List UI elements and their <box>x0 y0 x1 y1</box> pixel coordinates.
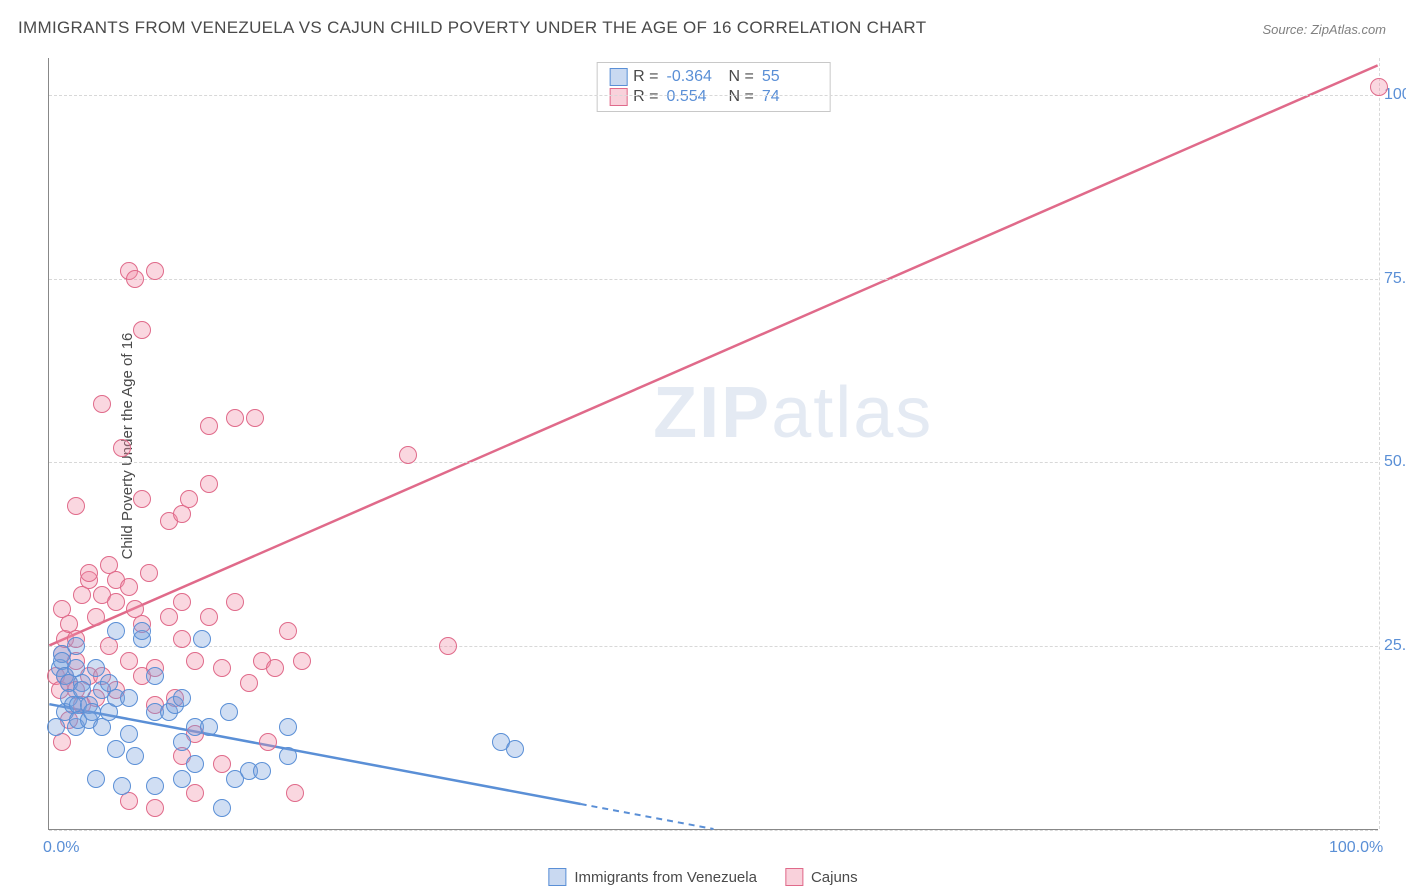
scatter-point-blue <box>107 740 125 758</box>
scatter-point-pink <box>146 262 164 280</box>
stats-row: R = 0.554 N = 74 <box>609 87 818 107</box>
scatter-point-pink <box>213 755 231 773</box>
gridline-h <box>49 462 1378 463</box>
r-value: 0.554 <box>667 88 723 106</box>
scatter-point-blue <box>220 703 238 721</box>
legend-item-blue: Immigrants from Venezuela <box>548 868 757 886</box>
scatter-point-blue <box>173 689 191 707</box>
legend-swatch-pink <box>785 868 803 886</box>
scatter-point-blue <box>87 659 105 677</box>
scatter-point-pink <box>226 593 244 611</box>
legend-item-pink: Cajuns <box>785 868 858 886</box>
scatter-point-pink <box>120 578 138 596</box>
trend-line-dashed-blue <box>581 804 714 829</box>
stats-box: R = -0.364 N = 55 R = 0.554 N = 74 <box>596 62 831 112</box>
x-tick-label: 100.0% <box>1329 839 1383 857</box>
r-label: R = <box>633 88 658 106</box>
scatter-point-pink <box>186 652 204 670</box>
trend-lines <box>49 58 1378 829</box>
scatter-point-pink <box>200 475 218 493</box>
scatter-point-pink <box>213 659 231 677</box>
legend-swatch-pink <box>609 88 627 106</box>
gridline-h <box>49 830 1378 831</box>
scatter-point-blue <box>133 622 151 640</box>
scatter-point-pink <box>173 630 191 648</box>
scatter-point-pink <box>226 409 244 427</box>
scatter-point-pink <box>200 608 218 626</box>
scatter-point-pink <box>1370 78 1388 96</box>
legend-label: Cajuns <box>811 869 858 886</box>
scatter-point-pink <box>186 784 204 802</box>
scatter-point-pink <box>173 593 191 611</box>
scatter-point-pink <box>160 608 178 626</box>
scatter-point-pink <box>120 652 138 670</box>
n-value: 55 <box>762 68 818 86</box>
scatter-point-pink <box>133 490 151 508</box>
scatter-point-pink <box>93 395 111 413</box>
plot-area: ZIPatlas R =-0.364N =55R =0.554N =74 25.… <box>48 58 1378 830</box>
y-tick-label: 75.0% <box>1384 270 1406 288</box>
scatter-point-pink <box>286 784 304 802</box>
scatter-point-blue <box>253 762 271 780</box>
scatter-point-blue <box>173 770 191 788</box>
stats-row: R = -0.364 N = 55 <box>609 67 818 87</box>
scatter-point-blue <box>173 733 191 751</box>
legend-swatch-blue <box>609 68 627 86</box>
scatter-point-pink <box>180 490 198 508</box>
scatter-point-blue <box>506 740 524 758</box>
scatter-point-pink <box>246 409 264 427</box>
scatter-point-blue <box>279 747 297 765</box>
scatter-point-pink <box>399 446 417 464</box>
gridline-h <box>49 95 1378 96</box>
scatter-point-pink <box>107 593 125 611</box>
scatter-point-pink <box>266 659 284 677</box>
gridline-h <box>49 646 1378 647</box>
trend-line-pink <box>49 65 1377 645</box>
scatter-point-blue <box>120 725 138 743</box>
scatter-point-blue <box>200 718 218 736</box>
scatter-point-blue <box>146 667 164 685</box>
scatter-point-pink <box>67 497 85 515</box>
x-tick-label: 0.0% <box>43 839 79 857</box>
gridline-v <box>1379 58 1380 829</box>
scatter-point-blue <box>87 770 105 788</box>
scatter-point-pink <box>87 608 105 626</box>
source-label: Source: ZipAtlas.com <box>1262 22 1386 37</box>
legend-label: Immigrants from Venezuela <box>574 869 757 886</box>
r-label: R = <box>633 68 658 86</box>
scatter-point-blue <box>120 689 138 707</box>
scatter-point-blue <box>113 777 131 795</box>
y-tick-label: 50.0% <box>1384 453 1406 471</box>
r-value: -0.364 <box>667 68 723 86</box>
n-value: 74 <box>762 88 818 106</box>
scatter-point-pink <box>133 321 151 339</box>
n-label: N = <box>729 88 754 106</box>
scatter-point-blue <box>67 637 85 655</box>
scatter-point-pink <box>439 637 457 655</box>
scatter-point-pink <box>140 564 158 582</box>
scatter-point-pink <box>240 674 258 692</box>
scatter-point-blue <box>107 622 125 640</box>
gridline-h <box>49 279 1378 280</box>
legend-swatch-blue <box>548 868 566 886</box>
scatter-point-pink <box>126 270 144 288</box>
scatter-point-blue <box>186 755 204 773</box>
scatter-point-pink <box>113 439 131 457</box>
scatter-point-blue <box>213 799 231 817</box>
scatter-point-blue <box>279 718 297 736</box>
scatter-point-blue <box>193 630 211 648</box>
y-tick-label: 25.0% <box>1384 637 1406 655</box>
scatter-point-blue <box>146 777 164 795</box>
scatter-point-blue <box>126 747 144 765</box>
scatter-point-pink <box>293 652 311 670</box>
n-label: N = <box>729 68 754 86</box>
scatter-point-pink <box>146 799 164 817</box>
scatter-point-pink <box>80 564 98 582</box>
scatter-point-pink <box>279 622 297 640</box>
bottom-legend: Immigrants from Venezuela Cajuns <box>548 868 857 886</box>
chart-title: IMMIGRANTS FROM VENEZUELA VS CAJUN CHILD… <box>18 18 926 38</box>
scatter-point-pink <box>259 733 277 751</box>
scatter-point-pink <box>200 417 218 435</box>
